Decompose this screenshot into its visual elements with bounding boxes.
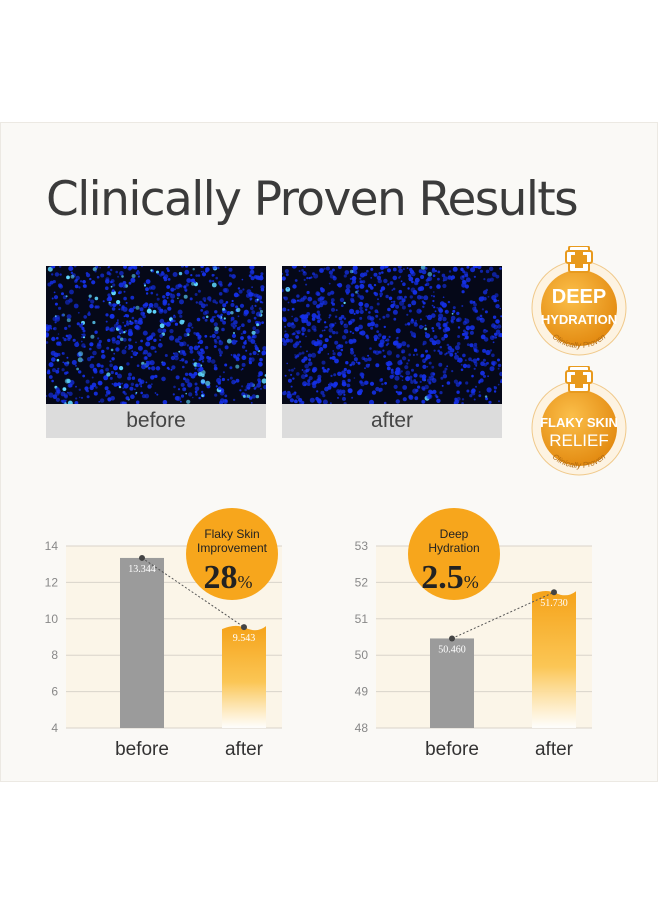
bar-after bbox=[222, 625, 266, 728]
badge-line2: Improvement bbox=[197, 541, 268, 555]
seal-line2: RELIEF bbox=[549, 431, 609, 450]
after-micrograph: after bbox=[282, 266, 502, 438]
page-title: Clinically Proven Results bbox=[46, 172, 579, 227]
before-caption: before bbox=[46, 404, 266, 438]
bar-before bbox=[120, 557, 164, 728]
y-tick-label: 6 bbox=[51, 685, 58, 699]
trend-point bbox=[241, 624, 247, 631]
x-category-label: before bbox=[115, 739, 169, 760]
plus-cross-icon bbox=[565, 245, 593, 273]
seal-line2: HYDRATION bbox=[541, 312, 617, 327]
flaky-skin-chart: 4 6 8 10 12 14 before 13.344 after 9.543 Flaky Ski… bbox=[20, 508, 330, 770]
x-category-label: after bbox=[535, 739, 574, 760]
y-tick-label: 51 bbox=[355, 612, 369, 626]
before-micrograph: before bbox=[46, 266, 266, 438]
badge-line1: Deep bbox=[440, 527, 469, 541]
badge-circle bbox=[408, 508, 500, 600]
y-tick-label: 49 bbox=[355, 685, 369, 699]
seal-line1: FLAKY SKIN bbox=[540, 415, 618, 430]
y-tick-label: 14 bbox=[45, 539, 59, 553]
x-category-label: before bbox=[425, 739, 479, 760]
before-micrograph-image bbox=[46, 266, 266, 404]
y-tick-label: 53 bbox=[355, 539, 369, 553]
y-tick-label: 52 bbox=[355, 575, 369, 589]
plus-cross-icon bbox=[565, 365, 593, 393]
trend-point bbox=[551, 589, 557, 596]
seal-line1: DEEP bbox=[552, 286, 606, 308]
after-caption: after bbox=[282, 404, 502, 438]
badge-circle bbox=[186, 508, 278, 600]
y-tick-label: 50 bbox=[355, 648, 369, 662]
flaky-skin-chart-svg: 4 6 8 10 12 14 before 13.344 after 9.543 Flaky Ski… bbox=[45, 508, 282, 760]
badge-line1: Flaky Skin bbox=[204, 527, 259, 541]
trend-point bbox=[449, 635, 455, 642]
y-tick-label: 8 bbox=[51, 648, 58, 662]
trend-point bbox=[139, 554, 145, 561]
after-micrograph-image bbox=[282, 266, 502, 404]
flaky-skin-relief-seal: FLAKY SKIN RELIEF Clinically Proven bbox=[529, 365, 629, 486]
deep-hydration-seal: DEEP HYDRATION Clinically Proven bbox=[529, 245, 629, 366]
badge-value: 28% bbox=[204, 559, 253, 596]
deep-hydration-chart-svg: 48 49 50 51 52 53 before 50.460 after 51.730 DeepH… bbox=[355, 508, 592, 760]
trend-line bbox=[141, 557, 245, 628]
trend-line bbox=[451, 591, 555, 639]
badge-value: 2.5% bbox=[421, 559, 479, 596]
bar-before bbox=[430, 638, 474, 728]
deep-hydration-chart: 48 49 50 51 52 53 before 50.460 after 51.730 Deep H… bbox=[330, 508, 640, 770]
y-tick-label: 48 bbox=[355, 721, 369, 735]
bar-value-label: 13.344 bbox=[128, 564, 156, 575]
y-tick-label: 12 bbox=[45, 575, 59, 589]
y-tick-label: 4 bbox=[51, 721, 58, 735]
bar-after bbox=[532, 590, 576, 728]
bar-value-label: 51.730 bbox=[540, 598, 568, 609]
badge-line2: Hydration bbox=[428, 541, 479, 555]
y-tick-label: 10 bbox=[45, 612, 59, 626]
x-category-label: after bbox=[225, 739, 264, 760]
bar-value-label: 50.460 bbox=[438, 644, 466, 655]
bar-value-label: 9.543 bbox=[233, 633, 256, 644]
